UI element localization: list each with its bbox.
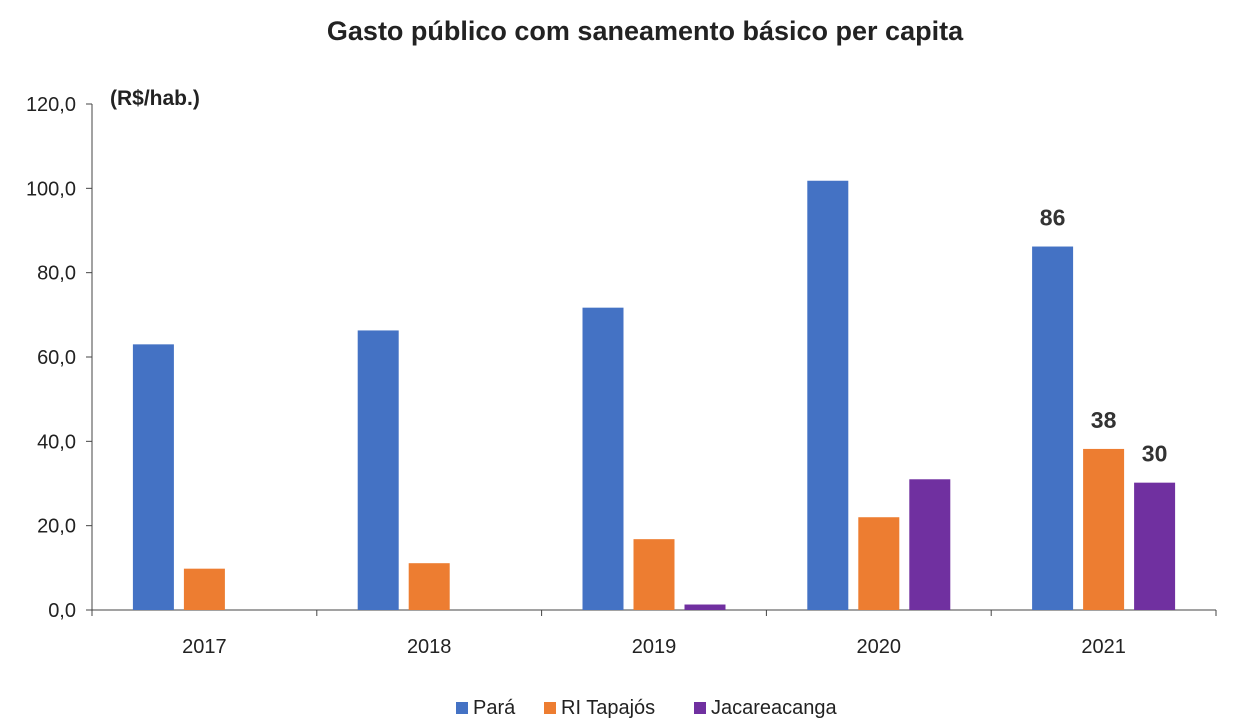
y-tick-label: 80,0 — [37, 263, 76, 285]
bar-2018-1 — [408, 563, 450, 610]
x-tick-label: 2020 — [857, 636, 902, 658]
data-label: 86 — [1040, 205, 1066, 231]
bar-2021-1 — [1083, 448, 1125, 610]
y-tick-label: 60,0 — [37, 347, 76, 369]
bar-2018-0 — [357, 330, 399, 610]
legend-swatch — [456, 702, 468, 714]
bar-2019-2 — [684, 604, 726, 610]
y-tick-label: 40,0 — [37, 431, 76, 453]
bar-2020-1 — [858, 517, 900, 610]
bar-2020-0 — [807, 180, 849, 610]
legend-label: Jacareacanga — [711, 697, 838, 719]
bar-2017-1 — [183, 568, 225, 610]
chart-title: Gasto público com saneamento básico per … — [327, 16, 964, 46]
x-axis: 2017 2018 2019 2020 2021 — [91, 609, 1217, 658]
y-axis: 0,0 20,0 40,0 60,0 80,0 100,0 120,0 — [26, 94, 93, 622]
y-tick-label: 120,0 — [26, 94, 76, 116]
bar-2019-1 — [633, 539, 675, 610]
bar-2020-2 — [909, 479, 951, 610]
legend-swatch — [544, 702, 556, 714]
bar-2019-0 — [582, 307, 624, 610]
legend-swatch — [694, 702, 706, 714]
x-tick-label: 2019 — [632, 636, 677, 658]
x-tick-label: 2021 — [1081, 636, 1126, 658]
bars — [132, 180, 1176, 611]
legend-label: Pará — [473, 697, 516, 719]
legend: Pará RI Tapajós Jacareacanga — [456, 697, 838, 719]
unit-label: (R$/hab.) — [110, 87, 200, 110]
data-label: 30 — [1142, 441, 1168, 467]
y-tick-label: 100,0 — [26, 178, 76, 200]
bar-2021-2 — [1134, 482, 1176, 610]
bar-2021-0 — [1032, 246, 1074, 611]
x-tick-label: 2017 — [182, 636, 227, 658]
data-label: 38 — [1091, 407, 1117, 433]
y-tick-label: 20,0 — [37, 516, 76, 538]
y-tick-label: 0,0 — [48, 600, 76, 622]
bar-2017-0 — [132, 344, 174, 610]
x-tick-label: 2018 — [407, 636, 452, 658]
legend-label: RI Tapajós — [561, 697, 655, 719]
data-labels: 86 38 30 — [1040, 205, 1168, 467]
